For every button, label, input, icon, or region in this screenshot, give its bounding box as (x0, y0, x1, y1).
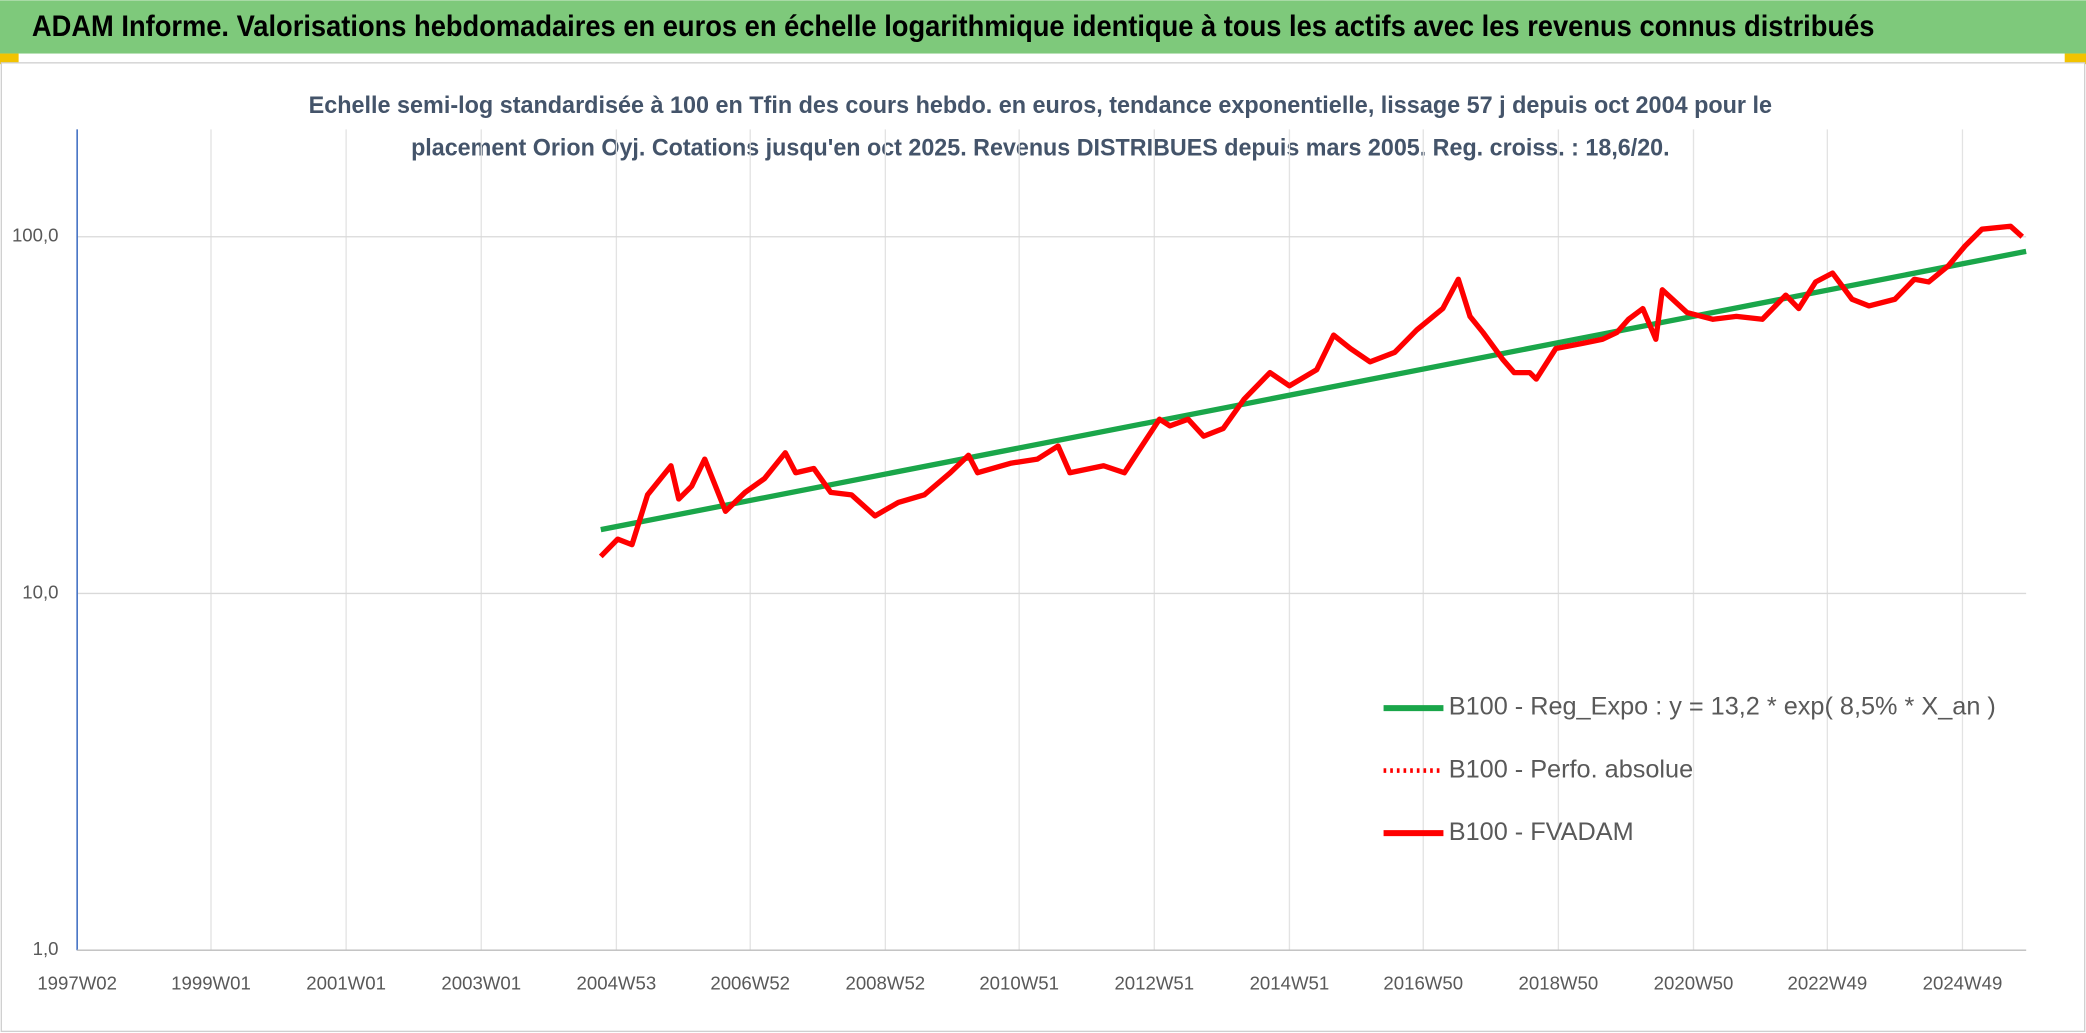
x-tick-label: 2004W53 (577, 973, 657, 994)
legend-label: B100 - Reg_Expo : y = 13,2 * exp( 8,5% *… (1449, 693, 1996, 721)
x-tick-label: 1997W02 (37, 973, 117, 994)
x-tick-label: 1999W01 (171, 973, 251, 994)
series-line (598, 223, 2025, 559)
chart-panel (0, 62, 2086, 1033)
x-tick-label: 2003W01 (441, 973, 521, 994)
x-tick-label: 2018W50 (1519, 973, 1599, 994)
y-tick-label: 10,0 (22, 581, 58, 602)
chart-title: ADAM Informe. Valorisations hebdomadaire… (32, 11, 1875, 43)
chart-subtitle: placement Orion Oyj. Cotations jusqu'en … (411, 135, 1670, 162)
y-tick-label: 100,0 (12, 225, 59, 246)
x-tick-label: 2014W51 (1250, 973, 1330, 994)
y-tick-label: 1,0 (33, 938, 59, 959)
x-tick-label: 2006W52 (710, 973, 790, 994)
x-tick-label: 2010W51 (979, 973, 1059, 994)
corner-mark (0, 53, 19, 65)
x-tick-label: 2001W01 (306, 973, 386, 994)
chart-subtitle: Echelle semi-log standardisée à 100 en T… (309, 92, 1772, 119)
x-tick-label: 2020W50 (1654, 973, 1734, 994)
x-tick-label: 2024W49 (1923, 973, 2003, 994)
title-banner (0, 0, 2086, 54)
legend-label: B100 - Perfo. absolue (1449, 755, 1693, 783)
x-tick-label: 2016W50 (1383, 973, 1463, 994)
corner-mark (2064, 53, 2086, 65)
x-tick-label: 2012W51 (1114, 973, 1194, 994)
x-tick-label: 2022W49 (1788, 973, 1868, 994)
legend-label: B100 - FVADAM (1449, 818, 1634, 846)
x-tick-label: 2008W52 (845, 973, 925, 994)
